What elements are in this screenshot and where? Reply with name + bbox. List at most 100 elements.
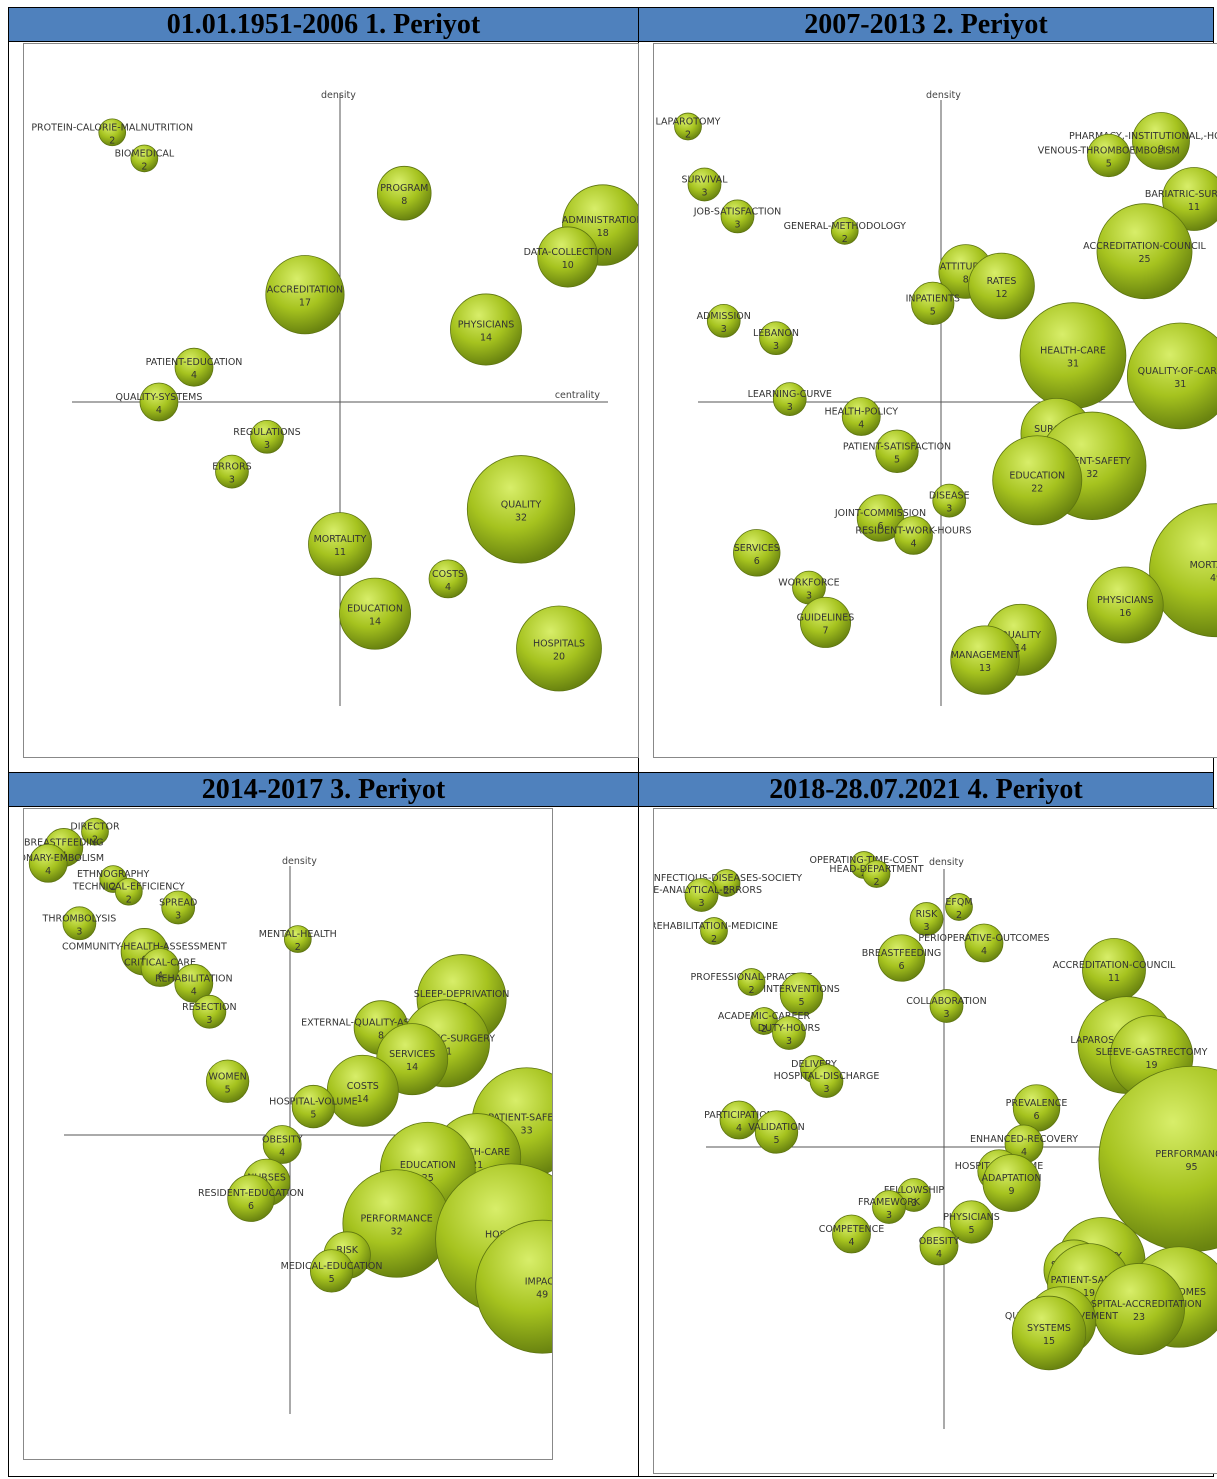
bubble-patient-education: PATIENT-EDUCATION 4 xyxy=(146,347,243,387)
bubble-value: 25 xyxy=(422,1173,434,1184)
bubble-label: SPREAD xyxy=(159,897,197,908)
bubble-label: EDUCATION xyxy=(400,1160,456,1171)
bubble-circle xyxy=(706,303,741,338)
bubble-value: 3 xyxy=(229,475,235,486)
panel-3-chart: densitycentralityDIRECTOR2BREASTFEEDING4… xyxy=(23,808,553,1460)
bubble-circle xyxy=(779,972,824,1016)
bubble-label: PULMONARY-EMBOLISM xyxy=(24,853,104,864)
bubble-breastfeeding: BREASTFEEDING 6 xyxy=(862,934,941,982)
bubble-label: PHARMACY,-INSTITUTIONAL,-HOSPITAL xyxy=(1069,131,1217,142)
bubble-label: HEALTH-POLICY xyxy=(824,407,898,418)
bubble-label: RESIDENT-EDUCATION xyxy=(198,1188,304,1199)
bubble-obesity: OBESITY 4 xyxy=(919,1226,959,1266)
bubble-value: 8 xyxy=(963,275,969,286)
bubble-circle xyxy=(684,878,719,912)
bubble-value: 3 xyxy=(911,1198,917,1209)
bubble-duty-hours: DUTY-HOURS 3 xyxy=(758,1016,820,1050)
bubble-label: PATIENT-EDUCATION xyxy=(146,357,243,368)
bubble-hospital-accreditation: HOSPITAL-ACCREDITATION 23 xyxy=(1076,1263,1202,1355)
bubble-value: 31 xyxy=(1174,379,1186,390)
figure-grid: 01.01.1951-2006 1. Periyot 2007-2013 2. … xyxy=(8,7,1217,1477)
bubble-value: 5 xyxy=(894,454,900,465)
bubble-label: QUALITY xyxy=(1000,630,1041,641)
bubble-label: PHYSICIANS xyxy=(1097,595,1154,606)
bubble-circle xyxy=(982,1154,1041,1212)
bubble-value: 2 xyxy=(295,942,301,953)
bubble-label: RATES xyxy=(987,276,1017,287)
bubble-label: BREASTFEEDING xyxy=(24,837,104,848)
bubble-label: EDUCATION xyxy=(347,604,403,615)
bubble-circle xyxy=(466,455,576,564)
bubble-value: 3 xyxy=(175,910,181,921)
bubble-circle xyxy=(832,1214,871,1254)
bubble-value: 33 xyxy=(521,1125,533,1136)
bubble-label: ETHNOGRAPHY xyxy=(77,869,149,880)
bubble-value: 3 xyxy=(946,504,952,515)
bubble-label: WORKFORCE xyxy=(778,578,839,589)
bubble-circle xyxy=(720,199,755,234)
bubble-circle xyxy=(830,217,859,245)
bubble-value: 20 xyxy=(553,652,565,663)
bubble-value: 12 xyxy=(995,289,1007,300)
bubble-label: QUALITY-OF-CARE xyxy=(1138,366,1217,377)
bubble-value: 7 xyxy=(822,625,828,636)
bubble-head-department: HEAD-DEPARTMENT 2 xyxy=(829,860,924,888)
bubble-circle xyxy=(909,902,944,936)
bubble-label: COLLABORATION xyxy=(906,996,986,1007)
bubble-admission: ADMISSION 3 xyxy=(697,303,751,338)
bubble-label: THROMBOLYSIS xyxy=(42,913,117,924)
bubble-hospital-volume: HOSPITAL-VOLUME 5 xyxy=(269,1084,358,1129)
bubble-circle xyxy=(687,167,722,202)
bubble-pharmacy,-institutional,-hospital: PHARMACY,-INSTITUTIONAL,-HOSPITAL 9 xyxy=(1069,112,1217,170)
bubble-circle xyxy=(875,429,919,473)
density-axis-label: density xyxy=(282,856,317,867)
bubble-label: CRITICAL-CARE xyxy=(124,958,196,969)
bubble-circle xyxy=(1149,503,1217,638)
bubble-circle xyxy=(964,923,1004,963)
bubble-circle xyxy=(911,281,955,326)
bubble-label: DUTY-HOURS xyxy=(758,1023,820,1034)
bubble-circle xyxy=(733,529,781,577)
bubble-value: 3 xyxy=(698,898,704,909)
bubble-value: 4 xyxy=(156,405,162,416)
bubble-impact: IMPACT 49 xyxy=(475,1219,552,1354)
bubble-value: 4 xyxy=(981,946,987,957)
bubble-label: PROTEIN-CALORIE-MALNUTRITION xyxy=(31,122,193,133)
bubble-hospitals: HOSPITALS 20 xyxy=(516,605,602,692)
bubble-label: PERFORMANCE xyxy=(1155,1149,1217,1160)
bubble-health-policy: HEALTH-POLICY 4 xyxy=(824,397,898,436)
bubble-circle xyxy=(283,925,312,953)
bubble-pre-analytical-errors: PRE-ANALYTICAL-ERRORS 3 xyxy=(654,878,762,912)
bubble-value: 5 xyxy=(773,1135,779,1146)
bubble-value: 2 xyxy=(748,985,754,996)
bubble-circle xyxy=(308,512,372,577)
bubble-label: HEAD-DEPARTMENT xyxy=(829,864,923,875)
panel-2-svg: density LAPAROTOMY 2 PHARMACY,-INSTITUTIONA… xyxy=(656,90,1217,706)
bubble-costs: COSTS 4 xyxy=(428,559,468,599)
bubble-circle xyxy=(1086,566,1164,644)
bubble-value: 2 xyxy=(685,130,691,141)
bubble-value: 2 xyxy=(711,934,717,945)
bubble-label: HOSPITAL-ACCREDITATION xyxy=(1076,1299,1201,1310)
bubble-circle xyxy=(81,817,109,846)
bubble-value: 9 xyxy=(1158,144,1164,155)
bubble-label: SURVIVAL xyxy=(681,175,728,186)
bubble-mortality: MORTALITY 49 xyxy=(1149,503,1217,638)
bubble-label: COMPETENCE xyxy=(819,1224,885,1235)
bubble-circle xyxy=(737,968,766,996)
bubble-label: RESIDENT-WORK-HOURS xyxy=(855,525,971,536)
bubble-thrombolysis: THROMBOLYSIS 3 xyxy=(42,906,117,941)
bubble-rehabilitation-medicine: REHABILITATION-MEDICINE 2 xyxy=(654,917,778,945)
bubble-label: QUALITY-SYSTEMS xyxy=(116,392,203,403)
panel-3-title: 2014-2017 3. Periyot xyxy=(9,773,638,807)
density-axis-label: density xyxy=(929,857,964,868)
bubble-circle xyxy=(862,860,891,888)
panel-1-chart: density centrality PROTEIN-CALORIE-MALNUTR… xyxy=(23,43,639,758)
bubble-circle xyxy=(809,1064,844,1098)
bubble-label: MORTALITY xyxy=(1190,560,1217,571)
bubble-value: 9 xyxy=(1008,1186,1014,1197)
bubble-validation: VALIDATION 5 xyxy=(748,1110,805,1154)
bubble-label: QUALITY xyxy=(501,499,542,510)
bubble-mortality: MORTALITY 11 xyxy=(308,512,372,577)
